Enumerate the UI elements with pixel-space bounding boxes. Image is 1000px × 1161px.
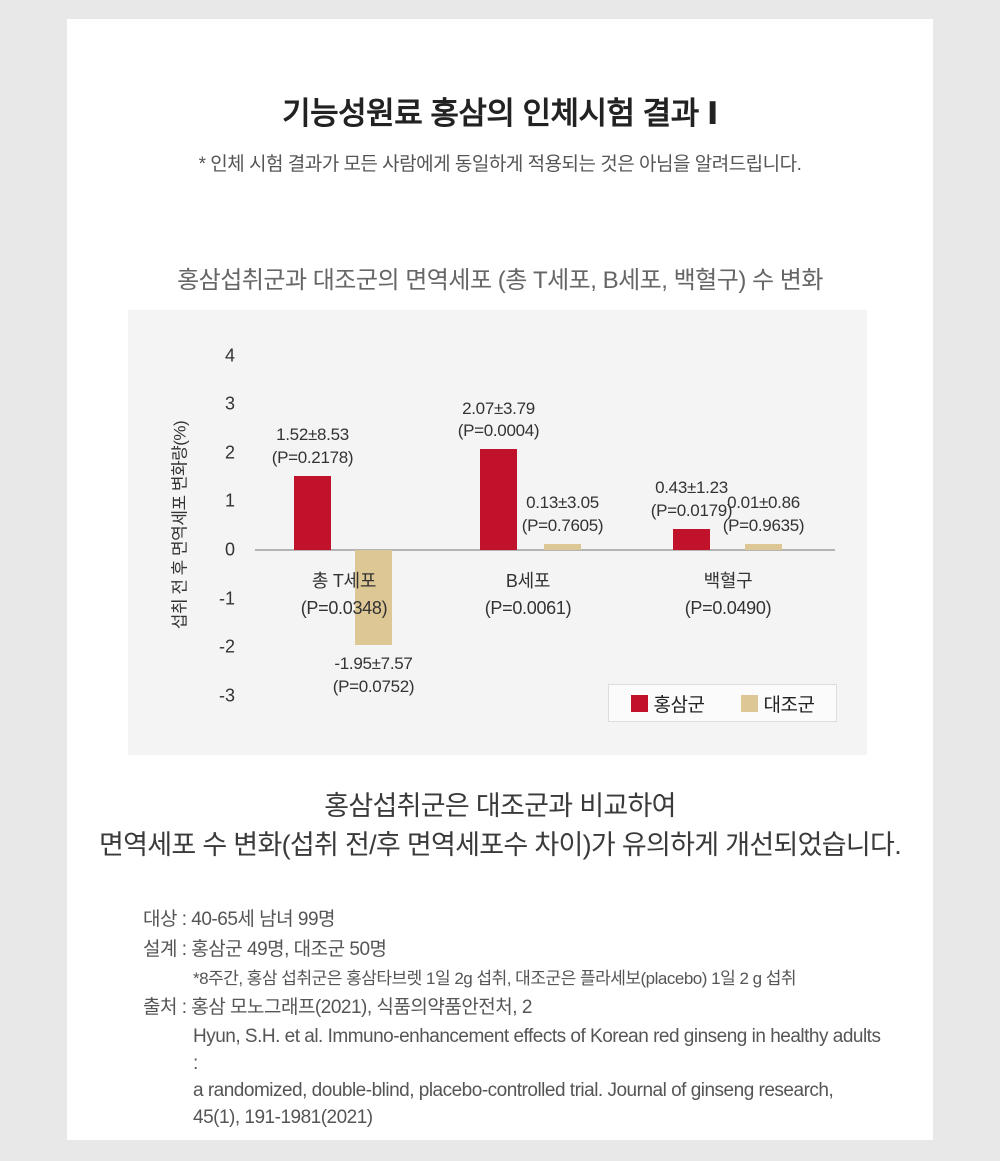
summary-line-1: 홍삼섭취군은 대조군과 비교하여	[324, 791, 676, 821]
legend-label: 대조군	[763, 694, 815, 716]
bar-pvalue: (P=0.0179)	[650, 501, 733, 521]
bar-value-label: 0.43±1.23 (P=0.0179)	[607, 477, 777, 523]
chart-title: 홍삼섭취군과 대조군의 면역세포 (총 T세포, B세포, 백혈구) 수 변화	[177, 267, 823, 294]
reference-line-2: a randomized, double-blind, placebo-cont…	[193, 1080, 834, 1101]
legend-swatch-icon	[630, 694, 648, 712]
summary-line-2: 면역세포 수 변화(섭취 전/후 면역세포수 차이)가 유의하게 개선되었습니다…	[99, 830, 902, 861]
y-axis-tick: 3	[224, 393, 235, 414]
bar-대조군-백혈구	[745, 544, 782, 550]
page-title: 기능성원료 홍삼의 인체시험 결과 Ⅰ	[282, 96, 718, 131]
bar-value: 0.13±3.05	[526, 492, 599, 512]
bar-value: 0.43±1.23	[655, 478, 728, 498]
study-details: 대상 : 40-65세 남녀 99명 설계 : 홍삼군 49명, 대조군 50명…	[143, 905, 883, 1131]
y-axis-tick: -1	[218, 588, 235, 609]
y-axis-tick: 2	[224, 442, 235, 463]
category-pvalue: (P=0.0490)	[684, 598, 772, 618]
content-card: 기능성원료 홍삼의 인체시험 결과 Ⅰ * 인체 시험 결과가 모든 사람에게 …	[67, 19, 933, 1140]
bar-value: 1.52±8.53	[276, 425, 349, 445]
legend-item-홍삼군: 홍삼군	[630, 690, 705, 717]
disclaimer-text: * 인체 시험 결과가 모든 사람에게 동일하게 적용되는 것은 아님을 알려드…	[198, 154, 802, 175]
x-axis-line	[255, 549, 835, 551]
legend-label: 홍삼군	[653, 694, 705, 716]
category-name: 백혈구	[703, 571, 753, 591]
bar-홍삼군-백혈구	[673, 529, 710, 550]
bar-value-label: -1.95±7.57 (P=0.0752)	[289, 653, 459, 699]
bar-대조군-총 T세포	[355, 550, 392, 645]
bar-value: 2.07±3.79	[462, 398, 535, 418]
bar-value-label: 0.13±3.05 (P=0.7605)	[478, 492, 648, 538]
y-axis-tick: 0	[224, 539, 235, 560]
study-source: 출처 : 홍삼 모노그래프(2021), 식품의약품안전처, 2	[143, 997, 532, 1018]
category-label-백혈구: 백혈구 (P=0.0490)	[643, 568, 813, 622]
reference-line-3: 45(1), 191-1981(2021)	[193, 1107, 373, 1128]
legend-item-대조군: 대조군	[740, 690, 815, 717]
bar-pvalue: (P=0.0752)	[332, 676, 415, 696]
bar-pvalue: (P=0.7605)	[521, 515, 604, 535]
category-pvalue: (P=0.0348)	[300, 598, 388, 618]
category-label-총 T세포: 총 T세포 (P=0.0348)	[259, 568, 429, 622]
category-name: 총 T세포	[311, 571, 377, 591]
category-pvalue: (P=0.0061)	[484, 598, 572, 618]
bar-pvalue: (P=0.9635)	[722, 516, 805, 536]
y-axis-tick: 4	[224, 345, 235, 366]
bar-pvalue: (P=0.0004)	[457, 421, 540, 441]
category-name: B세포	[505, 571, 551, 591]
bar-value-label: 1.52±8.53 (P=0.2178)	[228, 424, 398, 470]
bar-홍삼군-B세포	[480, 449, 517, 550]
chart-legend: 홍삼군 대조군	[608, 684, 837, 722]
reference-line-1: Hyun, S.H. et al. Immuno-enhancement eff…	[193, 1026, 881, 1074]
bar-value-label: 2.07±3.79 (P=0.0004)	[414, 398, 584, 444]
bar-value: -1.95±7.57	[334, 653, 413, 673]
immune-cell-bar-chart: 섭취 전 후 면역세포 변화량(%) 4 3 2 1 0 -1 -2 -3 1.52±8.53(…	[128, 310, 867, 755]
bar-홍삼군-총 T세포	[294, 476, 331, 550]
summary-statement: 홍삼섭취군은 대조군과 비교하여 면역세포 수 변화(섭취 전/후 면역세포수 …	[67, 787, 933, 865]
y-axis-tick: -3	[218, 685, 235, 706]
study-design-note: *8주간, 홍삼 섭취군은 홍삼타브렛 1일 2g 섭취, 대조군은 플라세보(…	[193, 969, 797, 988]
bar-pvalue: (P=0.2178)	[271, 448, 354, 468]
legend-swatch-icon	[740, 694, 758, 712]
bar-value-label: 0.01±0.86 (P=0.9635)	[679, 492, 849, 538]
study-subject: 대상 : 40-65세 남녀 99명	[143, 909, 336, 930]
bar-대조군-B세포	[544, 543, 581, 550]
category-label-B세포: B세포 (P=0.0061)	[443, 568, 613, 622]
bar-value: 0.01±0.86	[727, 493, 800, 513]
study-design: 설계 : 홍삼군 49명, 대조군 50명	[143, 939, 387, 960]
y-axis-tick: 1	[224, 490, 235, 511]
y-axis-tick: -2	[218, 636, 235, 657]
